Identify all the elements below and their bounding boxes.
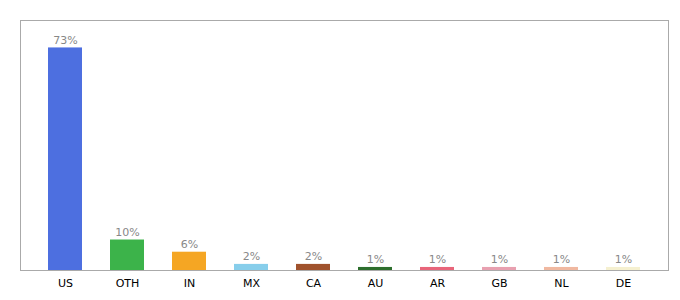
svg-text:10%: 10%: [115, 226, 139, 239]
svg-text:1%: 1%: [615, 253, 632, 266]
svg-text:OTH: OTH: [116, 277, 140, 290]
svg-text:NL: NL: [554, 277, 569, 290]
svg-text:IN: IN: [184, 277, 195, 290]
svg-text:CA: CA: [306, 277, 322, 290]
svg-text:1%: 1%: [367, 253, 384, 266]
svg-text:1%: 1%: [429, 253, 446, 266]
svg-text:AU: AU: [368, 277, 384, 290]
svg-text:1%: 1%: [491, 253, 508, 266]
svg-text:DE: DE: [616, 277, 631, 290]
svg-text:US: US: [58, 277, 73, 290]
svg-text:2%: 2%: [305, 250, 322, 263]
svg-text:2%: 2%: [243, 250, 260, 263]
svg-text:MX: MX: [243, 277, 260, 290]
svg-text:GB: GB: [491, 277, 507, 290]
svg-text:1%: 1%: [553, 253, 570, 266]
svg-text:6%: 6%: [181, 238, 198, 251]
svg-text:73%: 73%: [53, 34, 77, 47]
svg-text:AR: AR: [430, 277, 446, 290]
